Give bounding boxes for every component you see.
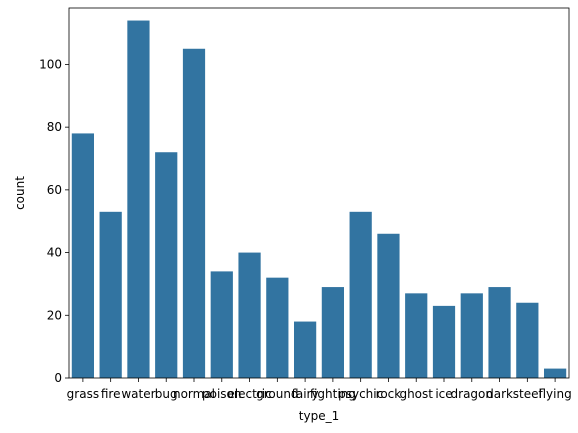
x-tick-label: ghost (399, 387, 433, 401)
bar-dragon (460, 293, 483, 378)
bar-ground (266, 277, 289, 378)
x-tick-label: rock (376, 387, 402, 401)
x-tick-label: bug (155, 387, 178, 401)
bar-bug (155, 152, 178, 378)
x-tick-label: poison (202, 387, 242, 401)
x-tick-label: fire (101, 387, 121, 401)
x-tick-label: water (121, 387, 155, 401)
x-tick-label: dragon (451, 387, 493, 401)
y-tick-label: 100 (39, 57, 62, 71)
x-tick-label: fighting (310, 387, 356, 401)
x-tick-label: fairy (292, 387, 319, 401)
y-axis-label: count (13, 176, 27, 210)
y-tick-label: 40 (47, 246, 62, 260)
bar-ice (432, 305, 456, 378)
x-tick-label: electric (227, 387, 271, 401)
y-tick-label: 60 (47, 183, 62, 197)
y-axis: 0 20 40 60 80 100 (39, 57, 69, 385)
y-tick-label: 80 (47, 120, 62, 134)
x-tick-label: ice (435, 387, 452, 401)
plot-frame (68, 7, 570, 379)
bar-psychic (349, 211, 372, 378)
x-tick-label: normal (173, 387, 215, 401)
bar-rock (377, 233, 400, 378)
bar-flying (544, 368, 567, 378)
bar-steel (516, 302, 539, 378)
x-axis: grass fire water bugnormalpoisonelectricgro… (67, 378, 572, 401)
x-tick-label: dark (486, 387, 513, 401)
bars-group (71, 20, 567, 379)
bar-fire (99, 211, 122, 378)
x-tick-label: psychic (338, 387, 383, 401)
y-tick-label: 0 (54, 371, 62, 385)
x-tick-label: grass (67, 387, 99, 401)
bar-normal (182, 48, 206, 379)
bar-water (127, 20, 150, 379)
bar-electric (238, 252, 261, 378)
bar-fairy (294, 321, 317, 378)
bar-grass (71, 133, 94, 378)
bar-fighting (321, 287, 344, 378)
y-tick-label: 20 (47, 308, 62, 322)
bar-ghost (405, 293, 428, 378)
x-tick-label: ground (256, 387, 298, 401)
x-tick-label: flying (539, 387, 572, 401)
bar-dark (488, 287, 511, 378)
bar-poison (210, 271, 233, 378)
x-tick-label: steel (513, 387, 542, 401)
x-axis-label: type_1 (299, 409, 339, 423)
